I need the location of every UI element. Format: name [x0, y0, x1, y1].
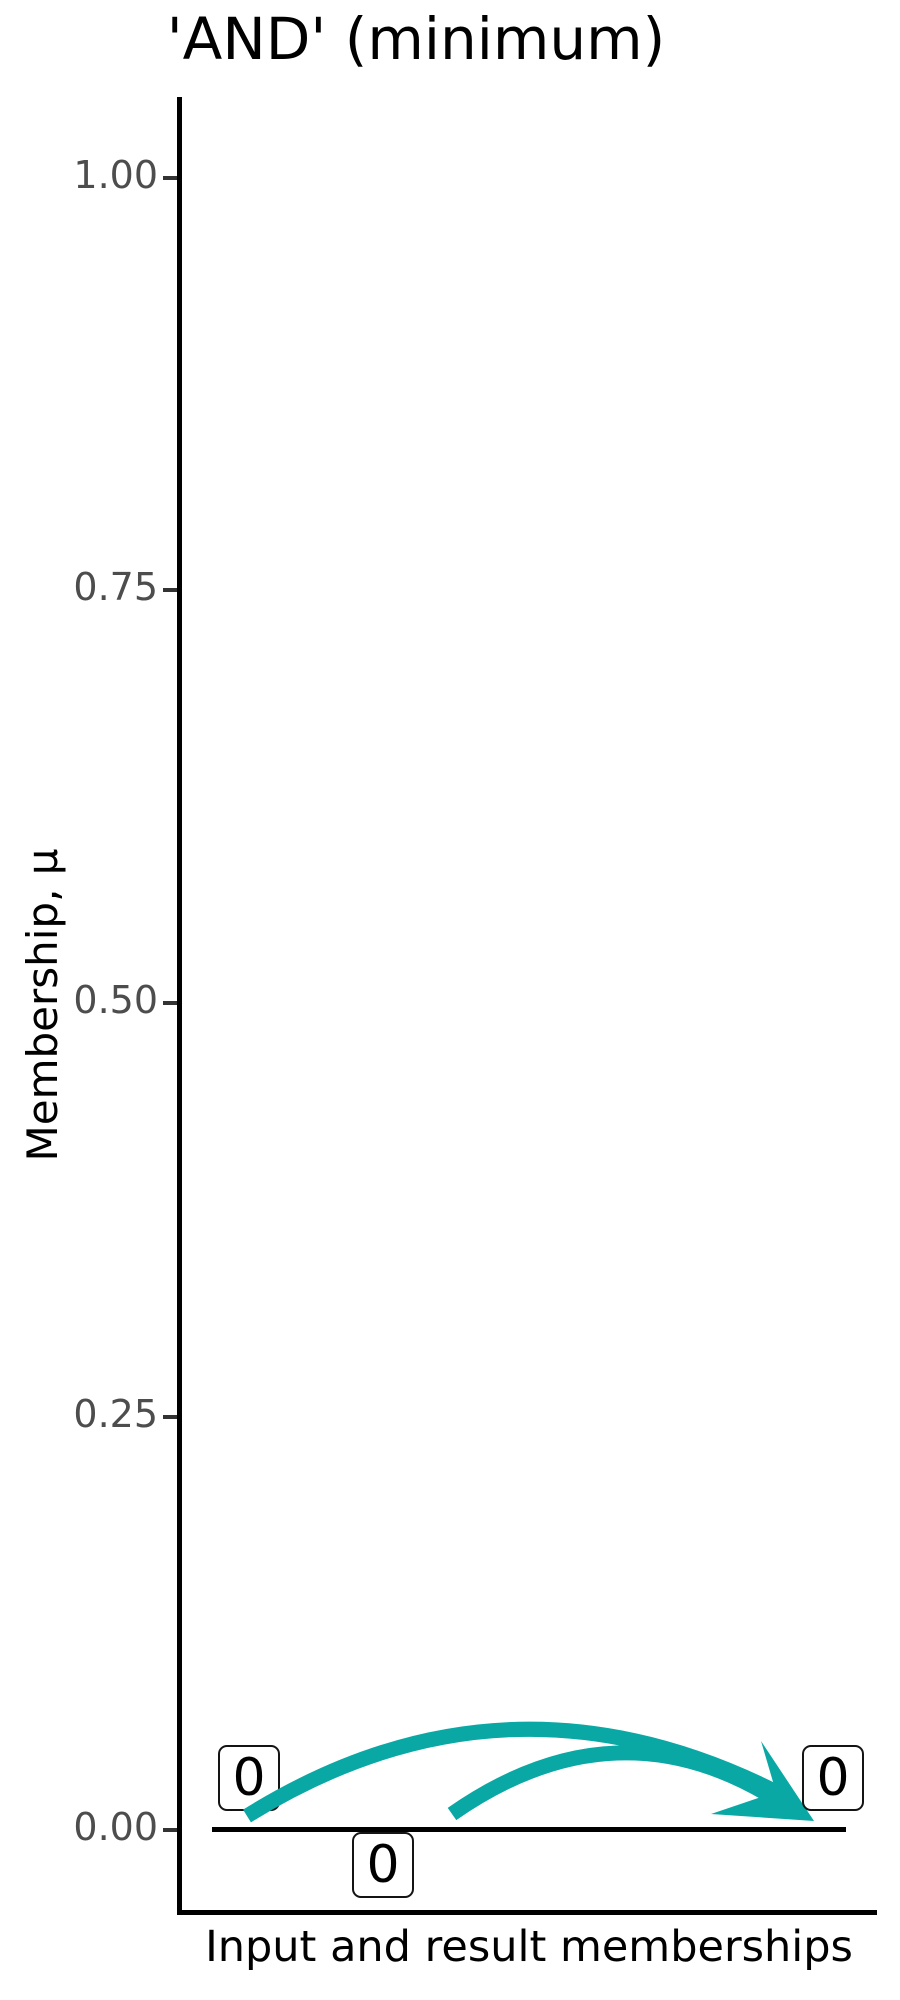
arrow-arc-input-b-to-result: [447, 1745, 785, 1821]
zero-reference-line: [212, 1827, 846, 1832]
input-a-value: 0: [232, 1748, 266, 1808]
y-tick-label-0.25: 0.25: [73, 1392, 158, 1436]
y-tick-label-0.00: 0.00: [73, 1805, 158, 1849]
y-tick-mark: [163, 1001, 178, 1005]
input-b-label-box: 0: [352, 1832, 414, 1898]
arrow-arc-input-a-to-result: [243, 1721, 792, 1823]
arrowhead-icon: [711, 1741, 814, 1821]
y-tick-mark: [163, 588, 178, 592]
y-tick-label-0.50: 0.50: [73, 978, 158, 1022]
y-tick-mark: [163, 176, 178, 180]
result-value: 0: [816, 1748, 850, 1808]
y-axis-line: [177, 97, 182, 1914]
chart-title: 'AND' (minimum): [166, 5, 666, 73]
result-label-box: 0: [802, 1745, 864, 1811]
y-tick-mark: [163, 1828, 178, 1832]
input-a-label-box: 0: [218, 1745, 280, 1811]
y-tick-mark: [163, 1415, 178, 1419]
x-axis-title: Input and result memberships: [205, 1922, 853, 1972]
x-axis-line: [177, 1910, 877, 1915]
input-b-value: 0: [366, 1835, 400, 1895]
y-tick-label-1.00: 1.00: [73, 153, 158, 197]
y-tick-label-0.75: 0.75: [73, 565, 158, 609]
